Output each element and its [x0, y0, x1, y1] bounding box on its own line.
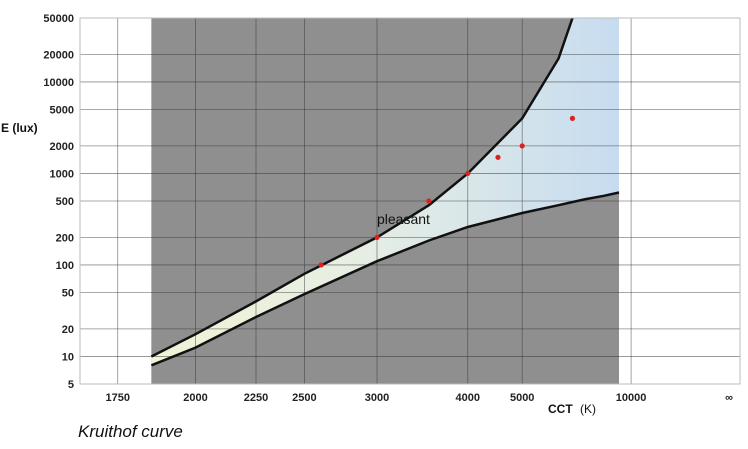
- y-tick-label: 50: [62, 288, 74, 300]
- y-tick-label: 50000: [43, 13, 74, 25]
- figure-caption: Kruithof curve: [78, 422, 183, 441]
- y-tick-label: 5: [68, 379, 74, 391]
- x-tick-label: 3000: [365, 392, 389, 404]
- data-point: [426, 198, 432, 204]
- x-axis-label-main: CCT: [548, 402, 573, 416]
- plot-frame: [79, 17, 741, 385]
- lower-boundary-curve: [150, 191, 620, 367]
- x-tick-label: 2500: [292, 392, 316, 404]
- x-tick-label: 2250: [244, 392, 268, 404]
- y-tick-label: 500: [56, 196, 74, 208]
- upper-boundary-curve: [150, 18, 574, 358]
- x-axis-label-unit: (K): [580, 402, 596, 416]
- y-tick-label: 10000: [43, 77, 74, 89]
- y-tick-label: 2000: [50, 141, 74, 153]
- y-axis-label: E (lux): [1, 121, 38, 135]
- data-point: [465, 170, 471, 177]
- y-tick-label: 200: [56, 232, 74, 244]
- data-point: [495, 154, 501, 160]
- y-tick-label: 100: [56, 260, 74, 272]
- x-axis-label: CCT (K): [548, 402, 596, 416]
- y-tick-label: 5000: [50, 105, 74, 117]
- data-point: [374, 234, 380, 241]
- y-tick-label: 20000: [43, 49, 74, 61]
- x-tick-label: ∞: [725, 392, 733, 404]
- x-tick-label: 1750: [105, 392, 129, 404]
- y-tick-label: 20: [62, 324, 74, 336]
- x-tick-label: 10000: [616, 392, 647, 404]
- y-tick-label: 10: [62, 351, 74, 363]
- x-tick-label: 2000: [183, 392, 207, 404]
- data-point: [318, 262, 324, 268]
- x-tick-label: 5000: [510, 392, 534, 404]
- pleasant-region-label: pleasant: [377, 211, 430, 227]
- y-tick-label: 1000: [50, 168, 74, 180]
- x-tick-label: 4000: [456, 392, 480, 404]
- data-point: [569, 115, 576, 121]
- data-point: [519, 143, 525, 149]
- pleasant-region: [151, 18, 619, 366]
